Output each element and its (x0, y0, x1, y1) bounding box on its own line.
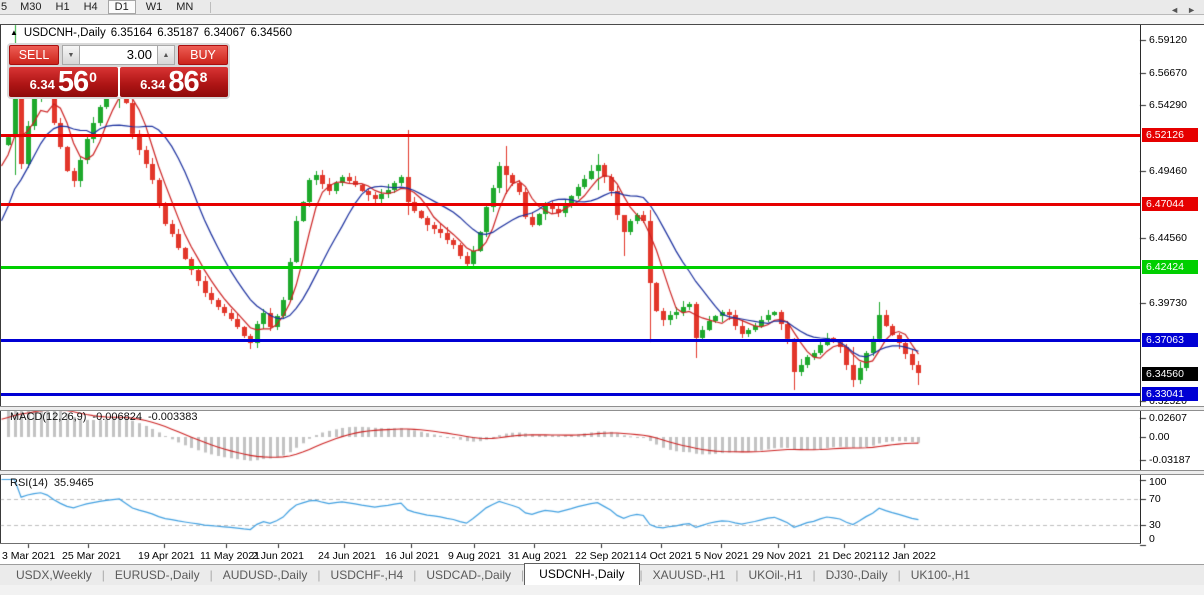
price-badge-6.34560: 6.34560 (1142, 367, 1198, 381)
date-label-11: 5 Nov 2021 (695, 550, 749, 562)
tab-audusd-daily[interactable]: AUDUSD-,Daily (222, 568, 308, 582)
resistance-line-6.47044 (1, 203, 1140, 206)
quote-high: 6.35187 (157, 27, 199, 39)
date-label-14: 12 Jan 2022 (878, 550, 936, 562)
tab-eurusd-daily[interactable]: EURUSD-,Daily (114, 568, 200, 582)
quote-low: 6.34067 (203, 27, 246, 39)
support-line-6.33041 (1, 393, 1140, 396)
price-tick-6.59120: 6.59120 (1149, 34, 1187, 46)
volume-increase-button[interactable]: ▲ (157, 45, 175, 65)
macd-value-main: -0.006824 (92, 411, 142, 423)
sell-price-big: 56 (57, 66, 89, 98)
date-label-12: 29 Nov 2021 (752, 550, 812, 562)
rsi-value: 35.9465 (53, 477, 94, 489)
price-badge-6.52126: 6.52126 (1142, 128, 1198, 142)
date-label-4: 2 Jun 2021 (252, 550, 304, 562)
tab-separator: | (639, 568, 643, 582)
macd-tick--0.03187: -0.03187 (1149, 454, 1191, 466)
date-label-1: 25 Mar 2021 (62, 550, 121, 562)
quote-open: 6.35164 (110, 27, 153, 39)
sell-price-sup: 0 (89, 69, 97, 85)
price-badge-6.37063: 6.37063 (1142, 333, 1198, 347)
price-tick-6.44560: 6.44560 (1149, 232, 1187, 244)
volume-field[interactable]: 3.00 (80, 45, 157, 65)
buy-price-panel[interactable]: 6.34 86 8 (119, 66, 228, 98)
macd-value-signal: -0.003383 (147, 411, 198, 423)
price-axis-border (1140, 25, 1141, 543)
support-line-6.37063 (1, 339, 1140, 342)
tab-usdx-weekly[interactable]: USDX,Weekly (16, 568, 92, 582)
macd-tick-0.00: 0.00 (1149, 431, 1170, 443)
date-label-0: 3 Mar 2021 (2, 550, 56, 562)
tab-separator: | (209, 568, 213, 582)
sell-price-panel[interactable]: 6.34 56 0 (9, 67, 118, 97)
tab-separator: | (413, 568, 417, 582)
tab-ukoil-h1[interactable]: UKOil-,H1 (748, 568, 803, 582)
rsi-tick-70: 70 (1149, 493, 1161, 505)
macd-tick-0.02607: 0.02607 (1149, 412, 1187, 424)
macd-rsi-splitter[interactable] (0, 470, 1204, 475)
tab-separator: | (317, 568, 321, 582)
buy-price-sup: 8 (199, 69, 208, 85)
date-label-10: 14 Oct 2021 (635, 550, 693, 562)
support-line-6.42424 (1, 266, 1140, 269)
chart-title: ▲ USDCNH-,Daily 6.35164 6.35187 6.34067 … (10, 27, 297, 39)
price-badge-6.42424: 6.42424 (1142, 260, 1198, 274)
price-badge-6.47044: 6.47044 (1142, 197, 1198, 211)
one-click-trading-panel: SELL ▼ 3.00 ▲ BUY 6.34 56 0 6.34 86 8 (7, 43, 230, 99)
tab-usdcnh-daily[interactable]: USDCNH-,Daily (524, 563, 640, 585)
collapse-triangle-icon: ▲ (10, 28, 18, 37)
tab-separator: | (812, 568, 816, 582)
date-label-6: 16 Jul 2021 (385, 550, 440, 562)
price-badge-6.33041: 6.33041 (1142, 387, 1198, 401)
date-label-8: 31 Aug 2021 (508, 550, 567, 562)
chart-symbol-label: USDCNH-,Daily (23, 27, 106, 39)
sell-price-small: 6.34 (29, 77, 55, 92)
quote-close: 6.34560 (250, 27, 293, 39)
rsi-tick-100: 100 (1149, 476, 1167, 488)
tab-usdchf-h4[interactable]: USDCHF-,H4 (330, 568, 404, 582)
price-tick-6.54290: 6.54290 (1149, 99, 1187, 111)
date-label-13: 21 Dec 2021 (818, 550, 878, 562)
volume-decrease-button[interactable]: ▼ (62, 45, 80, 65)
rsi-tick-0: 0 (1149, 533, 1155, 545)
buy-price-big: 86 (168, 66, 199, 98)
price-tick-6.49460: 6.49460 (1149, 165, 1187, 177)
tab-dj30-daily[interactable]: DJ30-,Daily (825, 568, 888, 582)
main-macd-splitter[interactable] (0, 406, 1204, 411)
tab-uk100-h1[interactable]: UK100-,H1 (910, 568, 971, 582)
buy-button[interactable]: BUY (178, 45, 228, 65)
resistance-line-6.52126 (1, 134, 1140, 137)
macd-label: MACD(12,26,9) -0.006824 -0.003383 (10, 411, 198, 423)
tab-separator: | (735, 568, 739, 582)
rsi-label: RSI(14) 35.9465 (10, 477, 94, 489)
price-tick-6.39730: 6.39730 (1149, 297, 1187, 309)
buy-price-small: 6.34 (140, 77, 166, 92)
date-label-7: 9 Aug 2021 (448, 550, 502, 562)
tab-separator: | (521, 568, 525, 582)
rsi-tick-30: 30 (1149, 519, 1161, 531)
tab-usdcad-daily[interactable]: USDCAD-,Daily (426, 568, 512, 582)
rsi-bottom-border (0, 543, 1141, 544)
date-label-3: 11 May 2021 (200, 550, 260, 562)
date-label-5: 24 Jun 2021 (318, 550, 376, 562)
date-label-2: 19 Apr 2021 (138, 550, 195, 562)
chart-tab-bar: USDX,Weekly | EURUSD-,Daily | AUDUSD-,Daily |… (0, 563, 1204, 585)
tab-xauusd-h1[interactable]: XAUUSD-,H1 (652, 568, 726, 582)
tab-separator: | (101, 568, 105, 582)
date-label-9: 22 Sep 2021 (575, 550, 635, 562)
sell-button[interactable]: SELL (9, 45, 59, 65)
price-tick-6.56670: 6.56670 (1149, 67, 1187, 79)
tab-separator: | (897, 568, 901, 582)
volume-stepper: ▼ 3.00 ▲ (62, 45, 175, 65)
